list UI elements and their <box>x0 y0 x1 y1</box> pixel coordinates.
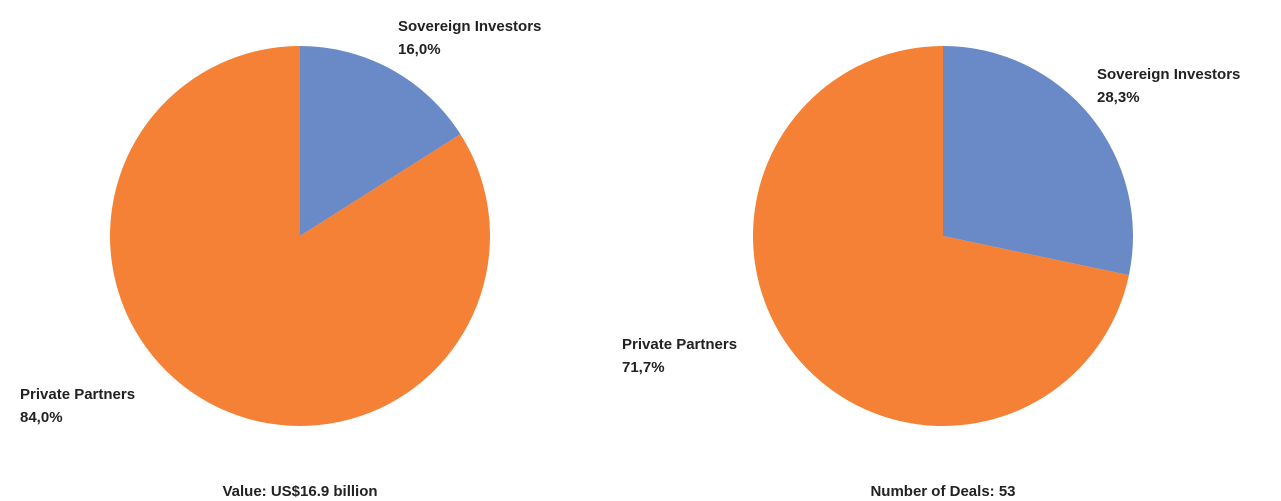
slice-label: Sovereign Investors <box>398 18 541 35</box>
slice-label: Private Partners <box>20 386 135 403</box>
pie-slice <box>110 46 490 426</box>
chart-title: Number of Deals: 53 <box>870 483 1015 500</box>
slice-label: Private Partners <box>622 336 737 353</box>
slice-value-label: 84,0% <box>20 409 63 426</box>
pie-slice <box>753 46 1129 426</box>
slice-value-label: 28,3% <box>1097 89 1140 106</box>
pie-slice <box>943 46 1133 276</box>
pie-slice <box>300 46 461 236</box>
slice-value-label: 16,0% <box>398 41 441 58</box>
slice-value-label: 71,7% <box>622 359 665 376</box>
slice-label: Sovereign Investors <box>1097 66 1240 83</box>
chart-title: Value: US$16.9 billion <box>222 483 377 500</box>
